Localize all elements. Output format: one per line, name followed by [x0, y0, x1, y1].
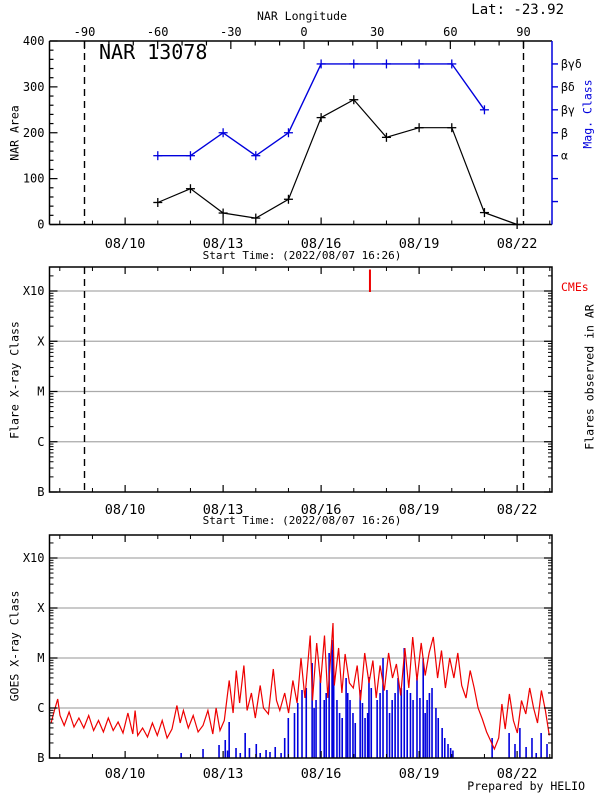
svg-text:βδ: βδ	[561, 80, 575, 94]
svg-text:200: 200	[23, 126, 45, 140]
flare-class-axis: B C M X X10	[23, 275, 552, 499]
date-tick-labels: 08/10 08/10 08/10 08/13 08/13 08/13 08/16 08/16…	[105, 236, 538, 782]
svg-text:-30: -30	[220, 25, 242, 39]
svg-text:-90: -90	[74, 25, 96, 39]
svg-text:30: 30	[370, 25, 384, 39]
svg-text:C: C	[37, 435, 44, 449]
svg-text:08/22: 08/22	[497, 236, 538, 252]
limb-crossing-lines	[83, 41, 525, 492]
svg-text:X10: X10	[23, 284, 45, 298]
mag-class-axis-label: Mag. Class	[580, 79, 595, 149]
credit-label: Prepared by HELIO	[467, 779, 585, 793]
svg-text:08/19: 08/19	[399, 236, 440, 252]
svg-text:X: X	[37, 334, 45, 348]
svg-text:300: 300	[23, 80, 45, 94]
start-time-label-middle: Start Time: (2022/08/07 16:26)	[202, 514, 402, 527]
flare-class-axis-label: Flare X-ray Class	[7, 321, 22, 439]
class-gridlines	[49, 290, 552, 709]
svg-text:0: 0	[300, 25, 307, 39]
svg-text:0: 0	[37, 218, 44, 232]
goes-class-axis-label: GOES X-ray Class	[7, 590, 22, 702]
latitude-annotation: Lat: -23.92	[471, 2, 564, 18]
svg-text:X: X	[37, 601, 45, 615]
svg-text:08/19: 08/19	[399, 766, 440, 782]
svg-text:X10: X10	[23, 551, 45, 565]
svg-text:08/16: 08/16	[301, 766, 342, 782]
nar-area-axis: 0 100 200 300 400	[23, 34, 58, 232]
svg-text:βγ: βγ	[561, 103, 575, 117]
svg-text:08/22: 08/22	[497, 502, 538, 518]
svg-text:08/19: 08/19	[399, 502, 440, 518]
svg-text:α: α	[561, 149, 568, 163]
mag-class-series	[153, 59, 489, 161]
svg-text:08/13: 08/13	[203, 236, 244, 252]
svg-text:B: B	[37, 751, 44, 765]
nar-area-axis-label: NAR Area	[7, 105, 22, 161]
nar-area-series	[153, 95, 522, 229]
active-region-title: NAR 13078	[99, 40, 208, 64]
svg-text:08/10: 08/10	[105, 502, 146, 518]
svg-text:M: M	[37, 651, 44, 665]
panel-boxes	[48, 40, 553, 759]
longitude-axis-title: NAR Longitude	[256, 9, 348, 23]
svg-text:08/22: 08/22	[497, 766, 538, 782]
svg-text:-60: -60	[147, 25, 169, 39]
cmes-legend-label: CMEs	[561, 280, 589, 294]
svg-text:08/16: 08/16	[301, 502, 342, 518]
flares-observed-label: Flares observed in AR	[582, 304, 597, 450]
svg-text:90: 90	[516, 25, 530, 39]
svg-text:βγδ: βγδ	[561, 57, 582, 71]
svg-text:B: B	[37, 485, 44, 499]
svg-text:08/13: 08/13	[203, 766, 244, 782]
svg-text:100: 100	[23, 172, 45, 186]
svg-text:08/10: 08/10	[105, 236, 146, 252]
svg-text:08/16: 08/16	[301, 236, 342, 252]
mag-class-axis: βγδ βδ βγ βα	[552, 57, 582, 203]
svg-text:08/13: 08/13	[203, 502, 244, 518]
svg-text:60: 60	[443, 25, 457, 39]
start-time-label-top: Start Time: (2022/08/07 16:26)	[202, 249, 402, 262]
svg-text:M: M	[37, 385, 44, 399]
goes-class-axis: B C M X X10	[23, 542, 552, 765]
svg-text:C: C	[37, 701, 44, 715]
nar-longitude-axis: -90 -60 -30 0 30 60 90	[74, 25, 531, 49]
svg-text:08/10: 08/10	[105, 766, 146, 782]
time-axes	[59, 217, 551, 758]
svg-text:β: β	[561, 126, 568, 140]
goes-flux-series	[50, 622, 550, 751]
svg-text:400: 400	[23, 34, 45, 48]
